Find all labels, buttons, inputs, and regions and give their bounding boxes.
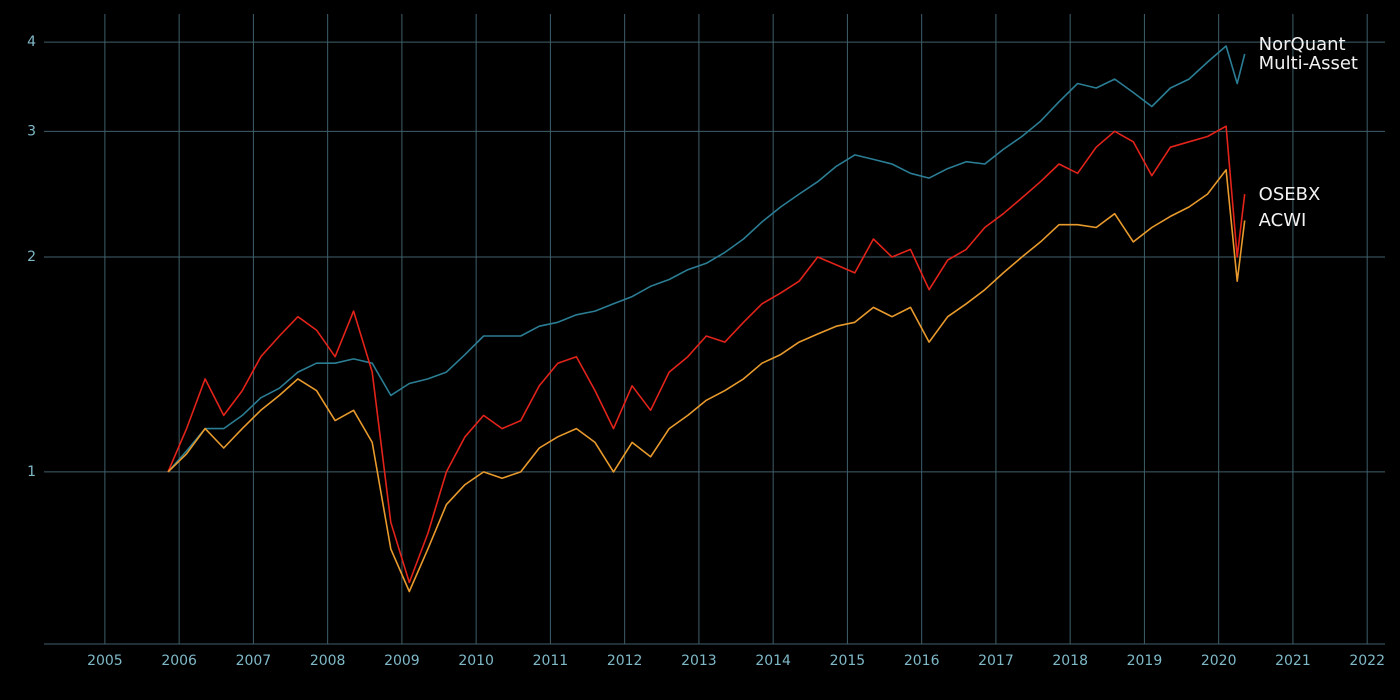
x-tick-label: 2022	[1349, 653, 1385, 669]
x-tick-label: 2021	[1275, 653, 1311, 669]
series-label: ACWI	[1258, 210, 1307, 231]
x-tick-label: 2020	[1201, 653, 1237, 669]
x-tick-label: 2007	[236, 653, 272, 669]
x-tick-label: 2018	[1052, 653, 1088, 669]
y-tick-label: 2	[27, 249, 36, 265]
x-tick-label: 2015	[830, 653, 866, 669]
x-tick-label: 2019	[1127, 653, 1163, 669]
x-tick-label: 2010	[458, 653, 494, 669]
x-tick-label: 2008	[310, 653, 346, 669]
x-tick-label: 2014	[755, 653, 791, 669]
x-tick-label: 2016	[904, 653, 940, 669]
x-tick-label: 2011	[533, 653, 569, 669]
x-tick-label: 2006	[161, 653, 197, 669]
series-label: OSEBX	[1258, 183, 1321, 205]
x-tick-label: 2017	[978, 653, 1014, 669]
x-tick-label: 2013	[681, 653, 717, 669]
y-tick-label: 4	[27, 34, 36, 50]
x-tick-label: 2012	[607, 653, 643, 669]
series-line	[167, 169, 1246, 593]
series-label: NorQuant Multi-Asset	[1258, 33, 1358, 74]
x-tick-label: 2005	[87, 653, 123, 669]
y-tick-label: 3	[27, 123, 36, 139]
y-tick-label: 1	[27, 464, 36, 480]
series-line	[167, 45, 1246, 473]
x-tick-label: 2009	[384, 653, 420, 669]
series-line	[167, 125, 1246, 584]
